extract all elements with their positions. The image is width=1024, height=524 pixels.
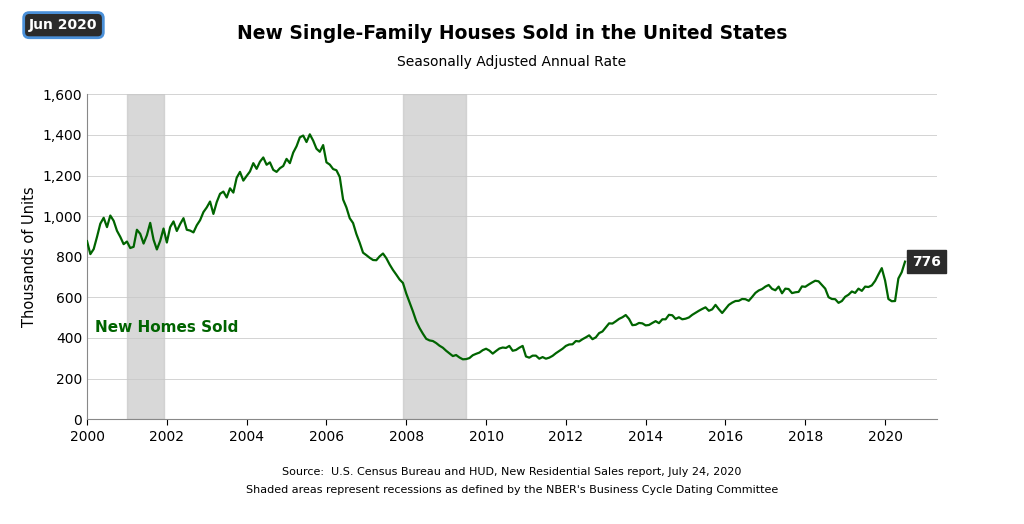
- Bar: [127, 94, 164, 419]
- Text: Shaded areas represent recessions as defined by the NBER's Business Cycle Dating: Shaded areas represent recessions as def…: [246, 485, 778, 495]
- Text: New Homes Sold: New Homes Sold: [95, 320, 239, 335]
- Text: Seasonally Adjusted Annual Rate: Seasonally Adjusted Annual Rate: [397, 55, 627, 69]
- Text: Source:  U.S. Census Bureau and HUD, New Residential Sales report, July 24, 2020: Source: U.S. Census Bureau and HUD, New …: [283, 467, 741, 477]
- Text: New Single-Family Houses Sold in the United States: New Single-Family Houses Sold in the Uni…: [237, 24, 787, 42]
- Y-axis label: Thousands of Units: Thousands of Units: [22, 187, 37, 327]
- Text: 776: 776: [912, 255, 941, 269]
- Text: Jun 2020: Jun 2020: [30, 18, 97, 32]
- Bar: [403, 94, 466, 419]
